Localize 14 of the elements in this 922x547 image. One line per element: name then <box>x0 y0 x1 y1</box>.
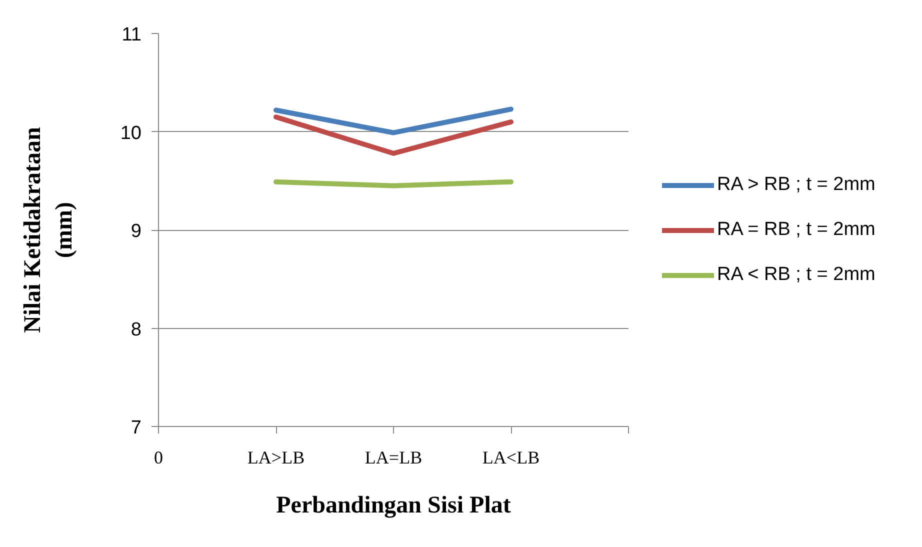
y-axis-title: Nilai Ketidakrataan (mm) <box>20 126 78 333</box>
x-tick-label: LA=LB <box>364 448 422 468</box>
y-tick-label: 10 <box>120 122 142 144</box>
x-tick-label: LA>LB <box>247 448 305 468</box>
x-tick-label: 0 <box>154 448 163 468</box>
y-tick-label: 7 <box>130 418 142 438</box>
legend-label: RA = RB ; t = 2mm <box>717 218 876 240</box>
x-tick-label: LA<LB <box>482 448 540 468</box>
legend-label: RA < RB ; t = 2mm <box>717 264 876 286</box>
y-tick-label: 11 <box>122 24 142 46</box>
x-axis-title: Perbandingan Sisi Plat <box>276 492 511 518</box>
y-tick-label: 8 <box>130 319 142 340</box>
y-tick-label: 9 <box>130 221 142 242</box>
legend-label: RA > RB ; t = 2mm <box>717 174 876 196</box>
